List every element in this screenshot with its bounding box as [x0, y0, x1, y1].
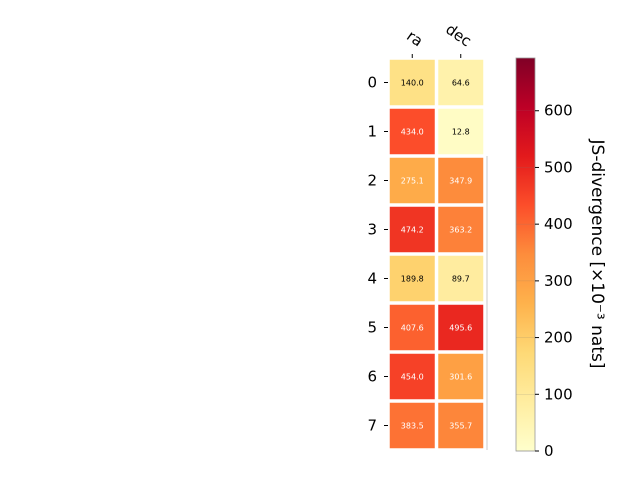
colorbar-ticks: 0 100 200 300 400 500 600 — [516, 102, 573, 460]
heatmap-cell — [437, 107, 485, 156]
heatmap-cell — [388, 352, 436, 401]
colorbar-tick-label: 600 — [544, 102, 573, 120]
colorbar-title: JS-divergence [×10⁻³ nats] — [587, 139, 607, 369]
row-label: 7 — [367, 417, 377, 435]
heatmap-cell — [388, 401, 436, 450]
cell-value-label: 407.6 — [401, 324, 424, 333]
row-label: 1 — [367, 123, 377, 141]
cell-value-label: 189.8 — [401, 275, 424, 284]
colorbar-tick-label: 100 — [544, 385, 573, 403]
column-label: ra — [403, 27, 426, 51]
colorbar-tick-label: 400 — [544, 215, 573, 233]
column-labels: ra dec — [403, 20, 475, 58]
row-label: 3 — [367, 221, 377, 239]
cell-value-label: 301.6 — [449, 373, 472, 382]
heatmap-cell — [437, 401, 485, 450]
row-labels: 0 1 2 3 4 5 6 7 — [367, 74, 388, 435]
row-label: 2 — [367, 172, 377, 190]
cell-value-label: 495.6 — [449, 324, 472, 333]
colorbar-tick-label: 500 — [544, 158, 573, 176]
cell-value-label: 363.2 — [449, 226, 472, 235]
cell-value-label: 434.0 — [401, 128, 424, 137]
cell-value-label: 454.0 — [401, 373, 424, 382]
heatmap-cell — [388, 303, 436, 352]
heatmap-cell — [437, 205, 485, 254]
colorbar-tick-label: 200 — [544, 329, 573, 347]
heatmap-cell — [388, 205, 436, 254]
cell-value-label: 275.1 — [401, 177, 424, 186]
heatmap-cell — [437, 352, 485, 401]
cell-value-label: 355.7 — [449, 422, 472, 431]
colorbar-gradient — [515, 57, 536, 452]
cell-value-label: 383.5 — [401, 422, 424, 431]
heatmap-cell — [388, 107, 436, 156]
row-label: 0 — [367, 74, 377, 92]
heatmap-cell — [388, 156, 436, 205]
colorbar-tick-label: 300 — [544, 272, 573, 290]
colorbar-tick-label: 0 — [544, 442, 554, 460]
row-label: 5 — [367, 319, 377, 337]
heatmap-cell — [388, 58, 436, 107]
cell-value-label: 64.6 — [452, 79, 470, 88]
row-label: 4 — [367, 270, 377, 288]
colorbar: 0 100 200 300 400 500 600 JS-divergence [×10⁻³… — [515, 57, 607, 460]
heatmap-cells: 140.0 64.6 434.0 12.8 275.1 347.9 474.2 363.2 18… — [388, 58, 488, 450]
cell-value-label: 347.9 — [449, 177, 472, 186]
cell-value-label: 89.7 — [452, 275, 470, 284]
heatmap-cell — [437, 254, 485, 303]
heatmap-cell — [437, 156, 485, 205]
heatmap-cell — [437, 58, 485, 107]
heatmap-cell — [437, 303, 485, 352]
cell-value-label: 474.2 — [401, 226, 424, 235]
row-label: 6 — [367, 368, 377, 386]
heatmap-cell — [388, 254, 436, 303]
column-label: dec — [442, 20, 474, 50]
cell-value-label: 140.0 — [401, 79, 424, 88]
cell-value-label: 12.8 — [452, 128, 470, 137]
